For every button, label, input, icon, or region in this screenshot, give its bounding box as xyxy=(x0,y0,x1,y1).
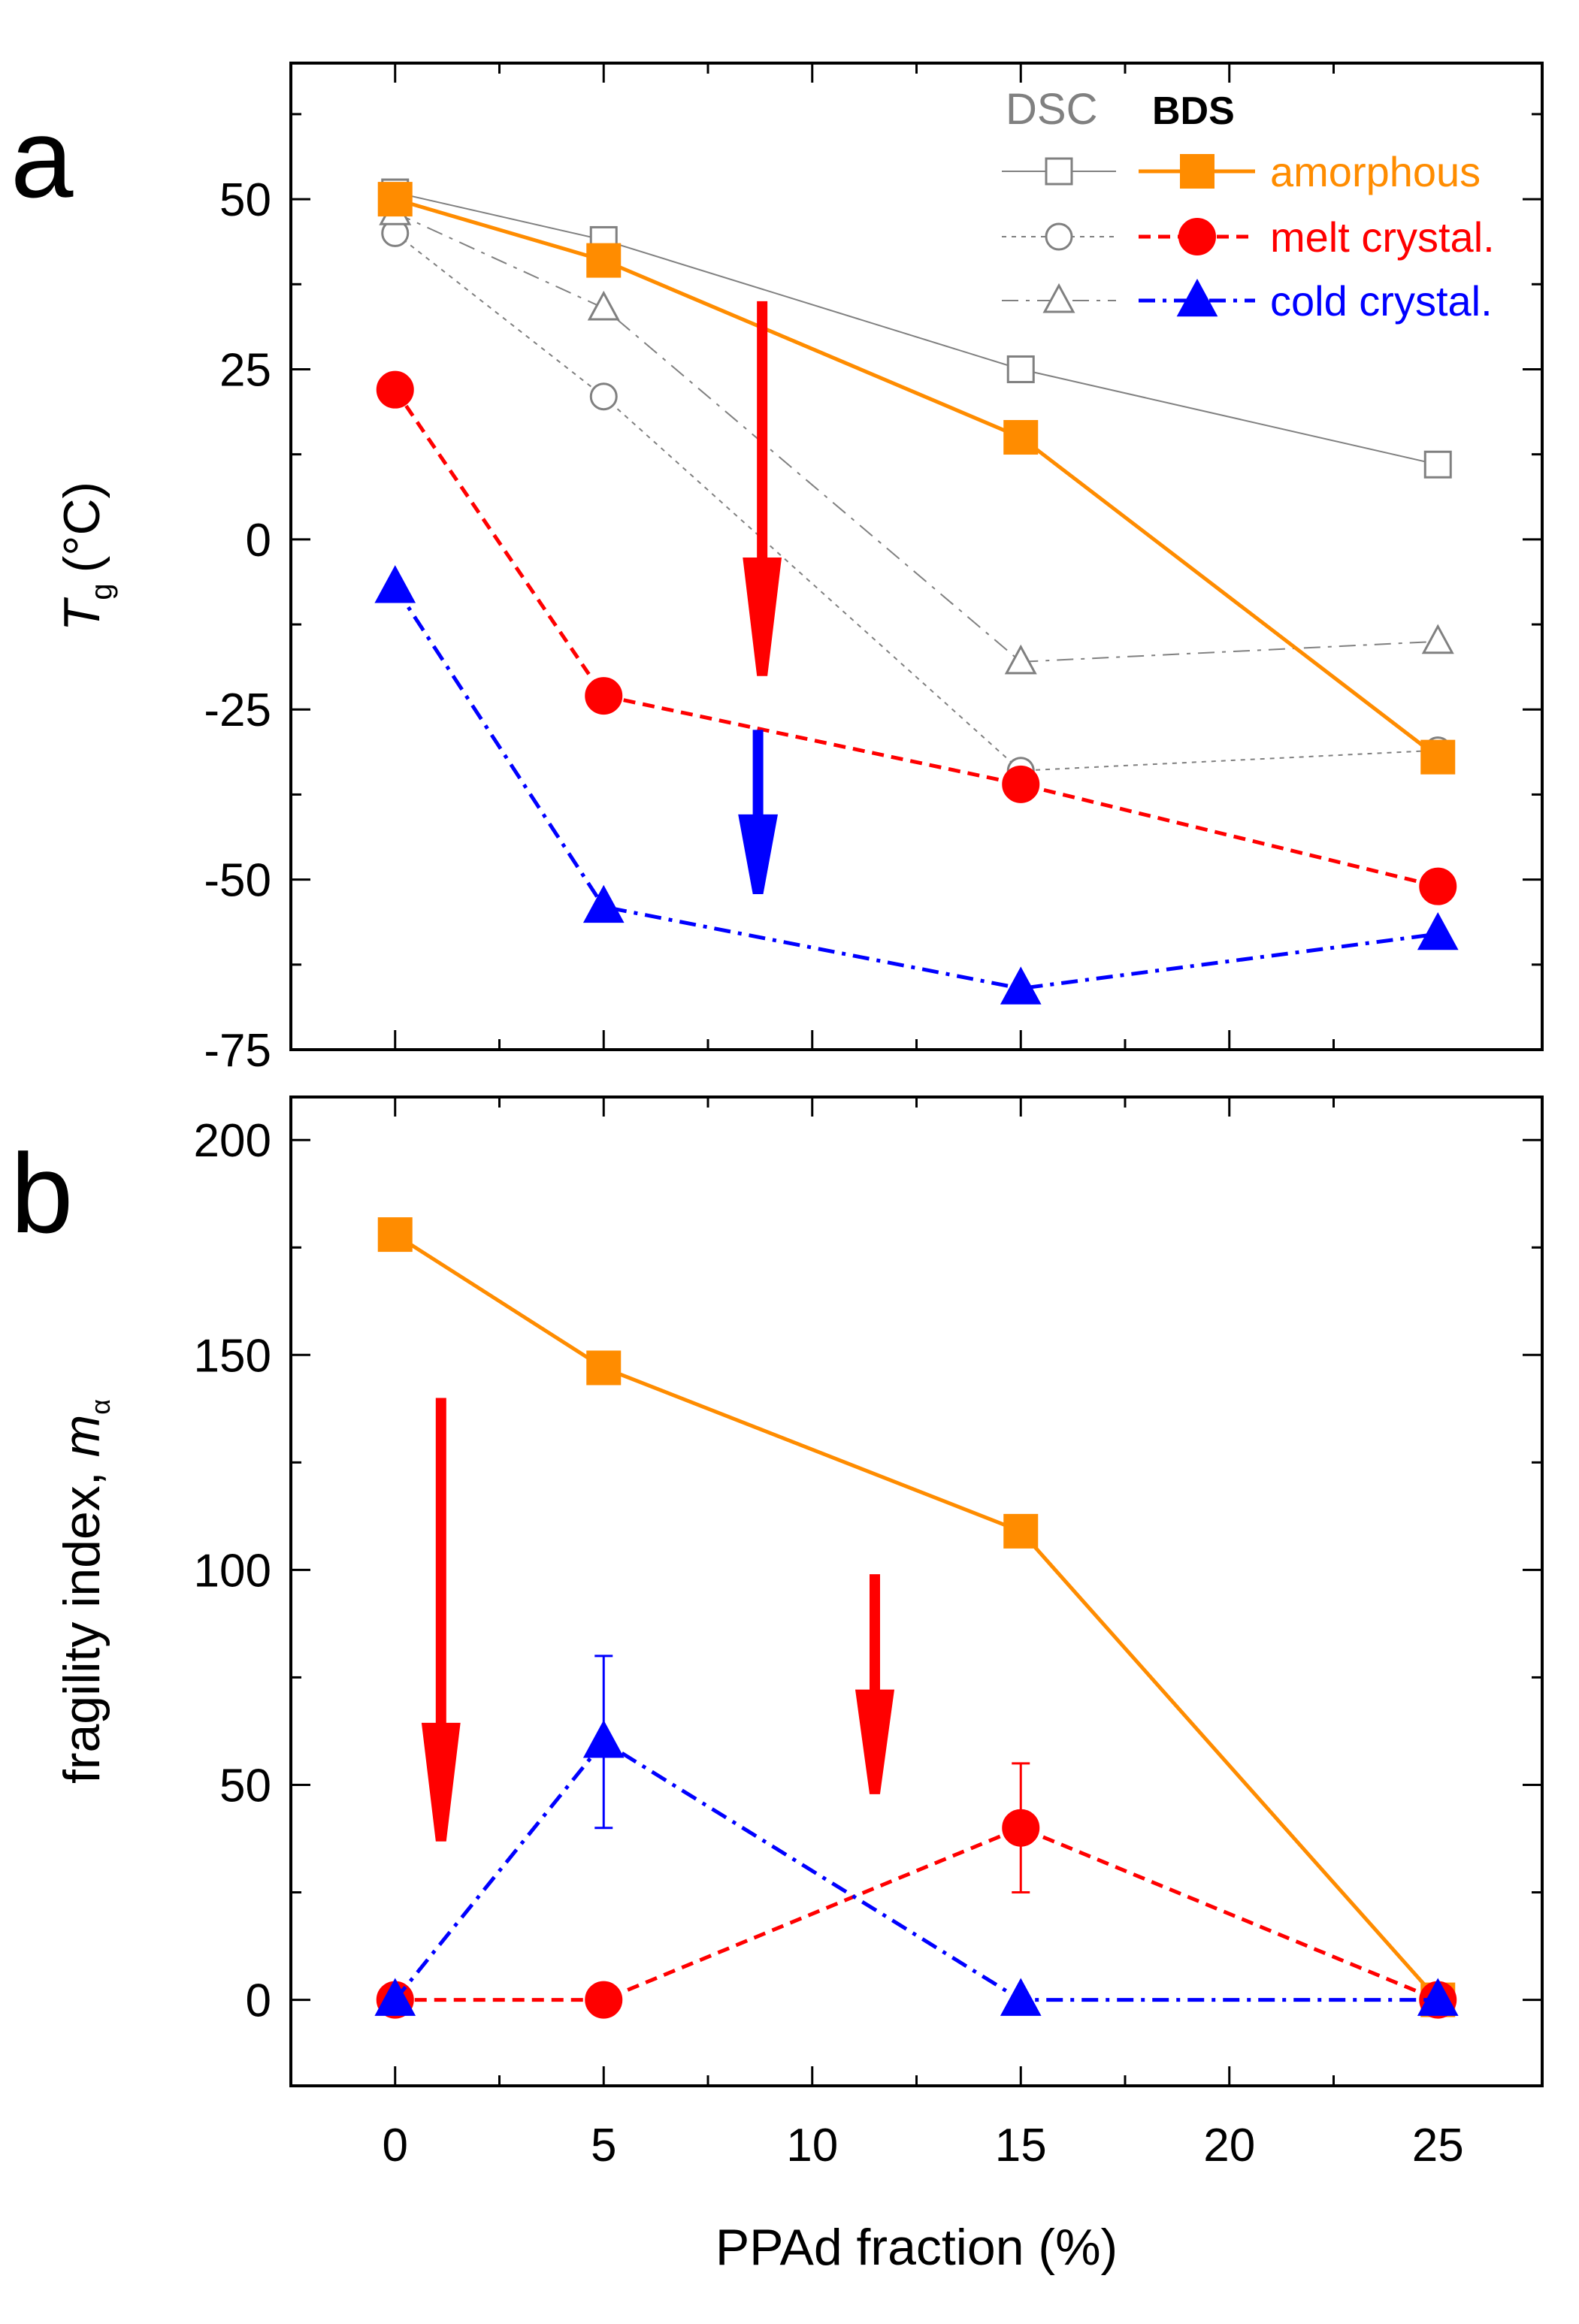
series-line xyxy=(394,1232,1440,2002)
y-tick-label: 50 xyxy=(219,174,271,226)
y-ticks xyxy=(291,1138,1542,2002)
legend-header-bds: BDS xyxy=(1152,89,1235,133)
y-axis-label: Tg(°C) xyxy=(53,482,118,631)
annotation-arrow xyxy=(743,301,782,676)
data-point xyxy=(1423,450,1452,479)
panel-letter: a xyxy=(11,95,74,221)
series-line xyxy=(393,388,1438,889)
panel-b: 0 5 10 15 20 25 0 50 100 150 200 b fragility index, … xyxy=(11,1096,1544,2276)
x-tick-label: 10 xyxy=(786,2120,838,2171)
legend-marker-bds xyxy=(1178,218,1216,255)
data-point xyxy=(586,243,622,278)
y-tick-label: 100 xyxy=(194,1545,271,1597)
data-point xyxy=(374,1978,416,2016)
data-point xyxy=(586,1350,622,1386)
data-point xyxy=(582,884,625,923)
data-point xyxy=(589,382,618,411)
data-point xyxy=(1000,966,1042,1005)
legend-marker-dsc xyxy=(1042,283,1075,313)
data-point xyxy=(376,370,414,409)
legend-marker-bds xyxy=(1176,278,1218,317)
data-point xyxy=(374,565,416,603)
annotation-arrow xyxy=(421,1398,461,1842)
x-tick-label: 0 xyxy=(383,2120,408,2171)
data-point xyxy=(1003,1513,1039,1549)
x-tick-label: 5 xyxy=(591,2120,616,2171)
x-tick-label: 15 xyxy=(995,2120,1047,2171)
series-line xyxy=(395,192,1438,466)
legend-marker-dsc xyxy=(1045,222,1073,251)
y-tick-label: -25 xyxy=(204,685,271,736)
y-tick-label: -50 xyxy=(204,855,271,907)
legend: DSC BDS amorphous melt crystal. cold crystal… xyxy=(1002,85,1495,325)
data-point xyxy=(582,1720,625,1758)
data-point xyxy=(1421,624,1454,654)
series-line xyxy=(393,1739,1438,2002)
legend-header-dsc: DSC xyxy=(1006,85,1097,134)
series-bds-cold-crystal xyxy=(374,565,1459,1005)
data-point xyxy=(587,290,620,321)
data-point xyxy=(1417,1978,1459,2016)
series-line xyxy=(395,212,1438,663)
annotation-arrow xyxy=(855,1574,895,1794)
data-point xyxy=(585,1981,623,2019)
data-point xyxy=(1004,644,1037,675)
data-point xyxy=(1000,1978,1042,2016)
y-tick-label: 0 xyxy=(246,1975,271,2027)
x-axis-label: PPAd fraction (%) xyxy=(715,2219,1118,2276)
y-tick-label: 25 xyxy=(219,344,271,396)
x-tick-label: 25 xyxy=(1412,2120,1464,2171)
series-line xyxy=(395,197,1439,759)
x-ticks xyxy=(289,63,1335,1050)
y-tick-label: 50 xyxy=(219,1760,271,1812)
y-tick-label: 150 xyxy=(194,1330,271,1382)
series-bds-cold-crystal xyxy=(374,1655,1459,2016)
panel-letter: b xyxy=(11,1130,73,1256)
y-ticks xyxy=(291,113,1542,1051)
legend-marker-dsc xyxy=(1045,157,1073,186)
y-axis-label: fragility index, mα xyxy=(53,1399,116,1784)
legend-label: cold crystal. xyxy=(1270,277,1493,325)
series-bds-amorphous xyxy=(377,182,1456,775)
series-bds-melt-crystal xyxy=(376,370,1457,905)
data-point xyxy=(377,182,413,217)
data-point xyxy=(1417,911,1459,950)
y-tick-label: 200 xyxy=(194,1115,271,1167)
data-point xyxy=(585,677,623,715)
data-point xyxy=(1006,355,1035,383)
data-point xyxy=(1419,867,1457,905)
data-point xyxy=(1002,765,1040,803)
data-point xyxy=(1003,420,1039,455)
y-tick-label: 0 xyxy=(246,515,271,567)
x-ticks xyxy=(289,1097,1335,2086)
annotation-arrow xyxy=(738,730,779,894)
legend-label: amorphous xyxy=(1270,148,1481,195)
panel-a: -75 -50 -25 0 25 50 a Tg(°C) DSC BDS amorphous melt… xyxy=(11,62,1544,1077)
y-tick-label: -75 xyxy=(204,1025,271,1077)
legend-marker-bds xyxy=(1180,154,1214,189)
legend-label: melt crystal. xyxy=(1270,213,1495,261)
x-tick-label: 20 xyxy=(1203,2120,1255,2171)
series-line xyxy=(393,585,1438,991)
data-point xyxy=(1420,739,1456,775)
series-line xyxy=(395,1825,1439,2002)
data-point xyxy=(1002,1809,1040,1847)
data-point xyxy=(377,1217,413,1253)
